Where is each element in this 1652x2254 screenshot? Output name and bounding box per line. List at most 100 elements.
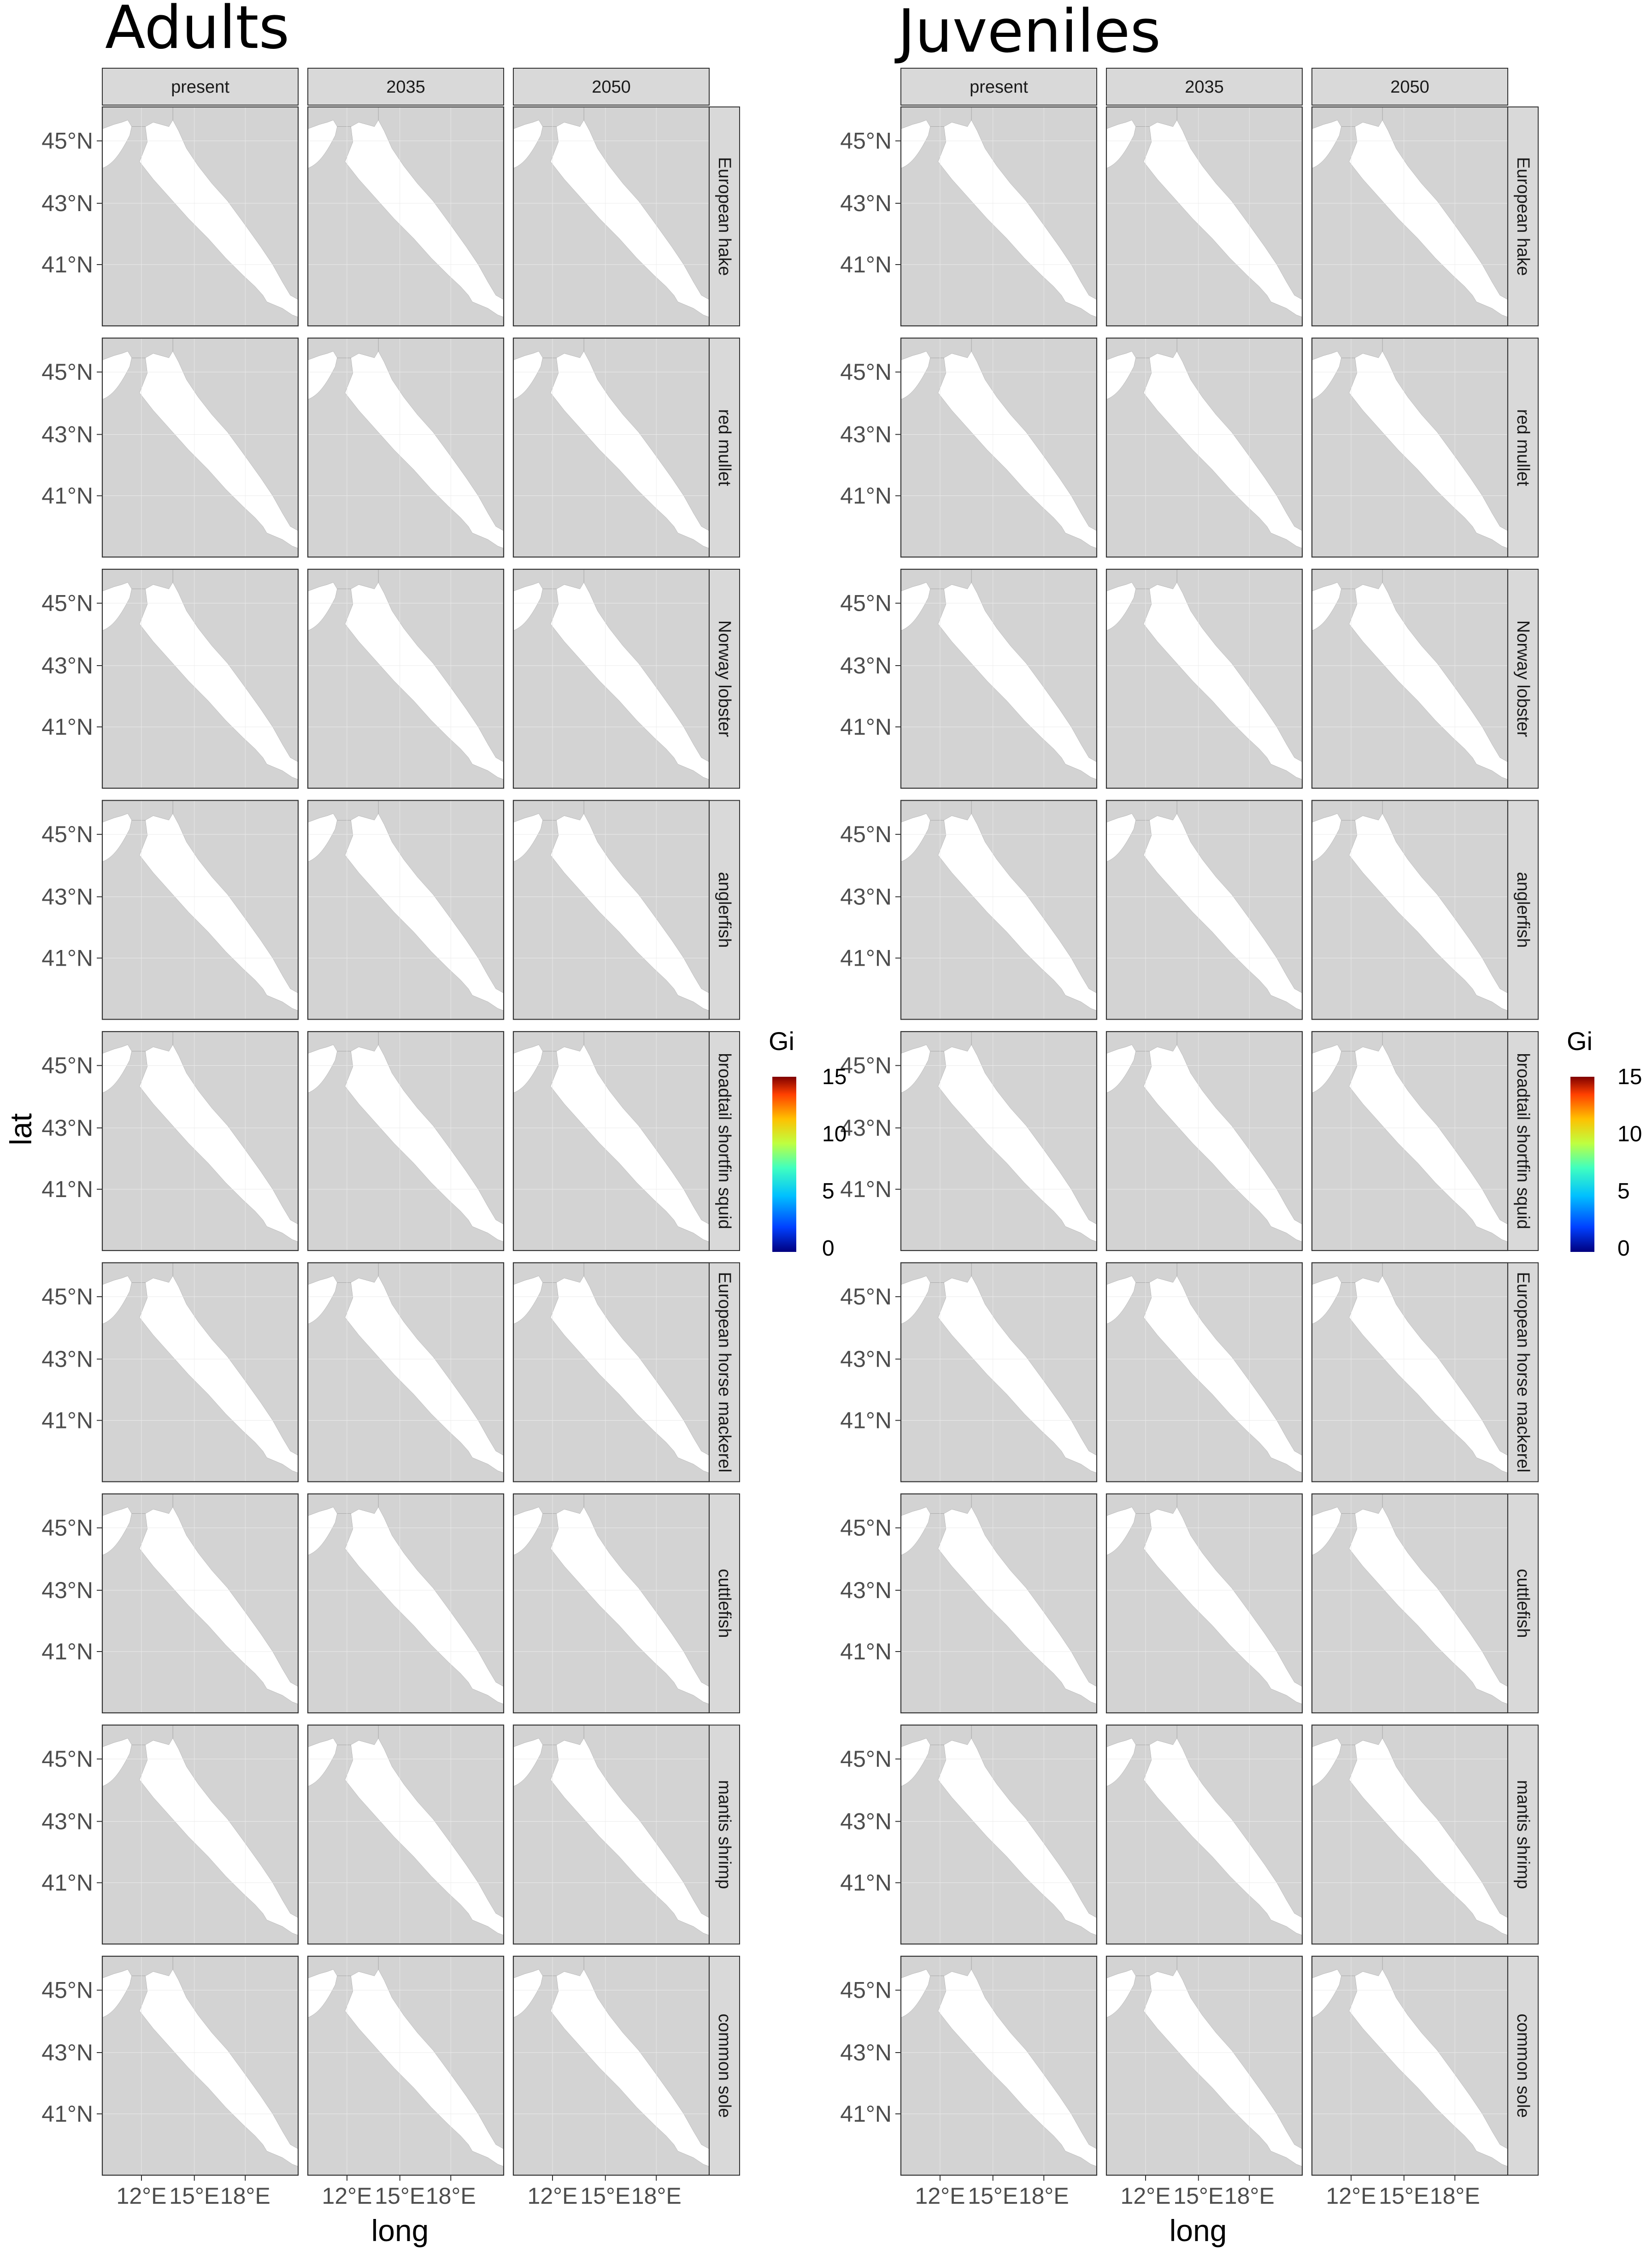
lat-tick-label: 43°N [840, 190, 892, 216]
map-panel [1105, 1031, 1303, 1251]
lat-tick-label: 43°N [840, 2040, 892, 2065]
map-panel [1105, 568, 1303, 789]
period-label: 2035 [1185, 77, 1224, 97]
lat-tick-label: 41°N [840, 252, 892, 277]
lat-tick-label: 45°N [840, 359, 892, 385]
map-panel: 45°N 43°N 41°N [41, 800, 299, 1020]
basemap [1312, 801, 1508, 1020]
lat-tick-label: 41°N [41, 2101, 93, 2127]
species-label: European horse mackerel [715, 1272, 734, 1472]
basemap [308, 1263, 504, 1482]
period-strip: 2050 [1311, 68, 1508, 106]
basemap [1312, 1725, 1508, 1944]
panel-border [1105, 337, 1303, 558]
basemap [102, 801, 298, 1020]
species-strip: cuttlefish [1507, 1493, 1539, 1713]
legend-tick-labels: 15 10 5 0 [1617, 1065, 1642, 1261]
lat-tick-label: 45°N [840, 1746, 892, 1772]
basemap [308, 1725, 504, 1944]
map-panel: 12°E 15°E 18°E [512, 1955, 710, 2209]
period-label: 2050 [592, 77, 631, 97]
panel-border [101, 568, 299, 789]
map-panel [1311, 1493, 1509, 1714]
lat-tick-label: 41°N [41, 252, 93, 277]
species-label: European hake [715, 157, 734, 276]
legend-adults: Gi 15 10 5 0 [769, 1027, 847, 1261]
lat-tick-label: 41°N [41, 945, 93, 971]
lat-tick-label: 45°N [840, 1977, 892, 2003]
map-panel [1105, 106, 1303, 327]
lat-tick-label: 43°N [41, 422, 93, 448]
lat-tick-label: 45°N [840, 821, 892, 847]
map-panel [1105, 1262, 1303, 1482]
map-panel: 12°E 15°E 18°E [1311, 1955, 1509, 2209]
species-strip: common sole [1507, 1956, 1539, 2176]
basemap [1312, 1032, 1508, 1251]
species-strip: mantis shrimp [1507, 1724, 1539, 1945]
lat-tick-label: 45°N [41, 1977, 93, 2003]
species-strip: European horse mackerel [1507, 1262, 1539, 1482]
lat-tick-label: 41°N [41, 1176, 93, 1202]
map-panel [307, 1262, 505, 1482]
panel-border [1105, 106, 1303, 327]
long-tick-label: 18°E [1019, 2183, 1069, 2209]
long-tick-label: 18°E [220, 2183, 270, 2209]
lat-tick-label: 45°N [41, 821, 93, 847]
long-tick-label: 18°E [1430, 2183, 1480, 2209]
map-panel [1311, 1724, 1509, 1945]
species-strip: broadtail shortfin squid [1507, 1031, 1539, 1251]
basemap [901, 569, 1097, 788]
basemap [901, 1956, 1097, 2175]
map-panel: 45°N 43°N 41°N [840, 568, 1098, 789]
period-label: 2050 [1390, 77, 1429, 97]
basemap [308, 107, 504, 326]
x-axis-label-adults: long [371, 2213, 429, 2248]
long-tick-label: 12°E [1326, 2183, 1376, 2209]
panel-border [101, 1262, 299, 1482]
map-panel [1311, 1031, 1509, 1251]
long-tick-label: 12°E [528, 2183, 578, 2209]
period-strip: 2050 [513, 68, 710, 106]
lat-tick-label: 45°N [840, 1515, 892, 1541]
panel-border [101, 800, 299, 1020]
basemap [1106, 569, 1302, 788]
basemap [308, 569, 504, 788]
legend-title: Gi [769, 1027, 794, 1056]
period-label: 2035 [386, 77, 425, 97]
species-strip: European hake [1507, 106, 1539, 326]
basemap [513, 1263, 709, 1482]
map-panel: 45°N 43°N 41°N [840, 1031, 1098, 1251]
panel-border [900, 1955, 1098, 2176]
group-title-adults: Adults [105, 0, 289, 62]
species-label: common sole [715, 2014, 734, 2118]
species-label: red mullet [1513, 409, 1533, 486]
map-panel [512, 1724, 710, 1945]
panel-border [101, 1031, 299, 1251]
long-tick-label: 15°E [375, 2183, 425, 2209]
species-label: broadtail shortfin squid [715, 1053, 734, 1229]
species-strip: red mullet [1507, 337, 1539, 558]
panel-border [307, 106, 505, 327]
species-label: mantis shrimp [1513, 1780, 1533, 1889]
long-tick-label: 12°E [1121, 2183, 1171, 2209]
lat-tick-label: 43°N [840, 1115, 892, 1141]
map-panel [1311, 800, 1509, 1020]
lat-tick-label: 43°N [41, 1346, 93, 1372]
basemap [102, 1032, 298, 1251]
species-strip: broadtail shortfin squid [709, 1031, 740, 1251]
map-panel: 12°E 15°E 18°E [1105, 1955, 1303, 2209]
lat-tick-label: 41°N [840, 1176, 892, 1202]
map-panel [512, 1262, 710, 1482]
species-label: anglerfish [715, 872, 734, 948]
basemap [513, 107, 709, 326]
legend-title: Gi [1567, 1027, 1593, 1056]
basemap [1312, 569, 1508, 788]
lat-tick-label: 43°N [840, 1577, 892, 1603]
basemap [1106, 338, 1302, 557]
panel-border [101, 106, 299, 327]
lat-tick-label: 41°N [41, 483, 93, 509]
species-label: anglerfish [1513, 872, 1533, 948]
species-label: cuttlefish [1513, 1569, 1533, 1638]
species-label: cuttlefish [715, 1569, 734, 1638]
